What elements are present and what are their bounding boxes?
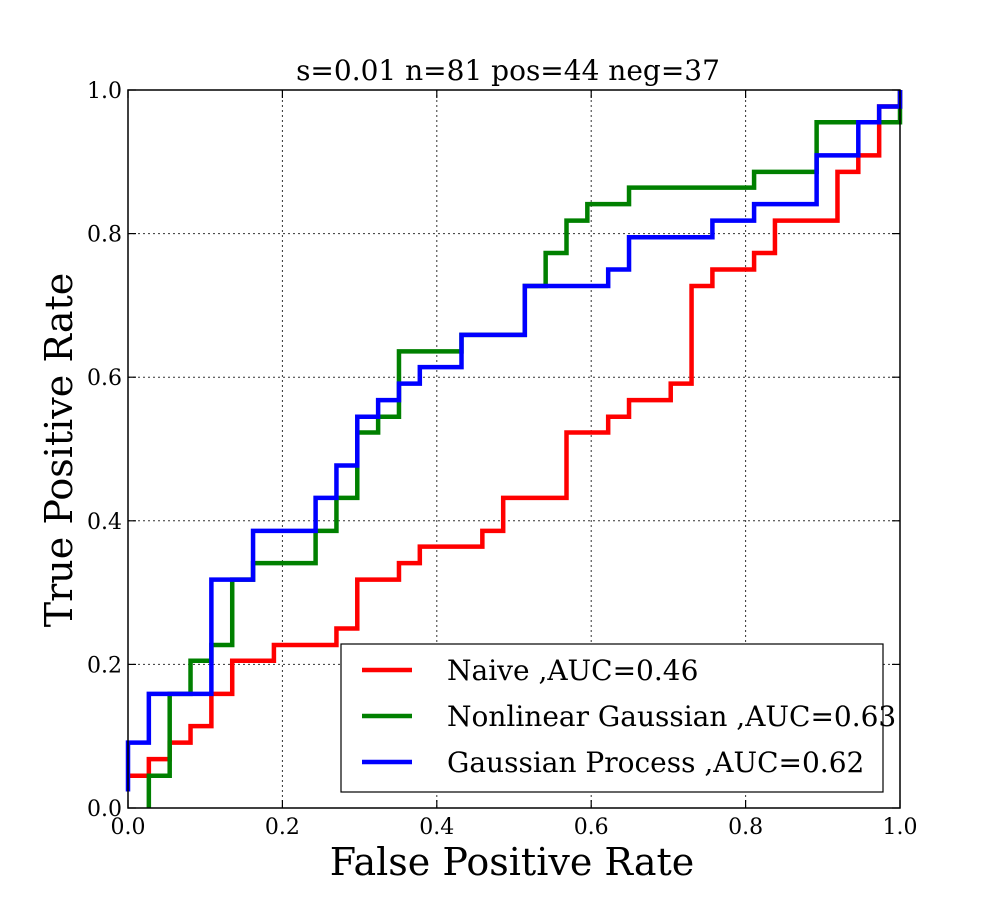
legend: Naive ,AUC=0.46 Nonlinear Gaussian ,AUC=0… — [340, 643, 896, 793]
y-axis-label: True Positive Rate — [37, 273, 81, 627]
legend-box — [340, 643, 884, 793]
x-tick-label: 0.4 — [419, 815, 454, 840]
y-tick-label: 0.0 — [87, 797, 122, 822]
y-tick-labels: 0.0 0.2 0.4 0.6 0.8 1.0 — [87, 79, 122, 822]
x-axis-label: False Positive Rate — [330, 840, 695, 884]
legend-label-0: Naive ,AUC=0.46 — [447, 654, 698, 687]
legend-label-2: Gaussian Process ,AUC=0.62 — [447, 746, 864, 779]
y-tick-label: 1.0 — [87, 79, 122, 104]
series-line-2 — [125, 90, 903, 792]
x-tick-label: 1.0 — [883, 815, 918, 840]
plot-frame — [127, 89, 901, 809]
x-tick-label: 0.2 — [265, 815, 300, 840]
y-tick-label: 0.4 — [87, 510, 122, 535]
chart-title: s=0.01 n=81 pos=44 neg=37 — [296, 54, 720, 87]
x-tick-label: 0.8 — [728, 815, 763, 840]
x-tick-labels: 0.0 0.2 0.4 0.6 0.8 1.0 — [111, 815, 918, 840]
y-tick-label: 0.8 — [87, 223, 122, 248]
series-lines — [125, 90, 903, 808]
legend-items: Naive ,AUC=0.46 Nonlinear Gaussian ,AUC=0… — [362, 654, 896, 779]
y-tick-label: 0.6 — [87, 366, 122, 391]
x-tick-label: 0.0 — [111, 815, 146, 840]
x-tick-label: 0.6 — [574, 815, 609, 840]
ticks — [127, 89, 901, 809]
legend-label-1: Nonlinear Gaussian ,AUC=0.63 — [447, 700, 896, 733]
y-tick-label: 0.2 — [87, 653, 122, 678]
